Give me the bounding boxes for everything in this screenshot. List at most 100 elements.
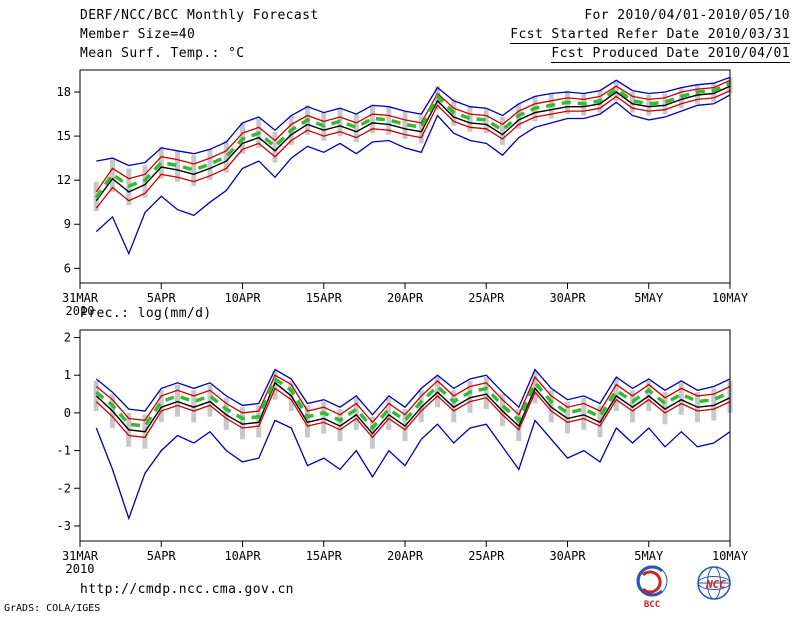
temperature-chart: 6 9 12 15 18 31MAR 5APR 10APR 15APR 20APR 25APR 30A… (57, 69, 749, 316)
x-tick-label: 31MAR (62, 291, 99, 305)
spread-bar (223, 140, 229, 173)
spread-bar (581, 397, 587, 430)
spread-bar (613, 80, 619, 101)
spread-bar (418, 115, 424, 144)
x-tick-label: 31MAR (62, 549, 99, 563)
spread-bar (175, 150, 180, 182)
x-tick-label: 15APR (306, 549, 343, 563)
y-tick-label: 2 (64, 331, 71, 345)
spread-bar (353, 397, 359, 430)
y-tick-label: 15 (57, 129, 71, 143)
upper-quartile-line (95, 374, 731, 424)
spread-bar (386, 106, 392, 135)
lower-quartile-line (95, 387, 731, 439)
spread-bar (613, 378, 619, 412)
produced-date-label: Fcst Produced Date 2010/04/01 (551, 46, 790, 63)
spread-bar (646, 94, 652, 116)
footer-logos: BCC NCC (630, 564, 738, 610)
spread-bar (630, 390, 635, 423)
spread-bar (110, 159, 115, 192)
spread-bar (175, 384, 180, 417)
x-tick-label: 25APR (468, 549, 505, 563)
y-tick-label: 12 (57, 173, 71, 187)
spread-bar (630, 92, 635, 113)
spread-bar (402, 111, 408, 140)
spread-bar (711, 388, 717, 421)
x-tick-label: 30APR (549, 549, 586, 563)
spread-bar (191, 390, 197, 423)
refer-date-label: Fcst Started Refer Date 2010/03/31 (510, 27, 790, 44)
x-tick-label: 10APR (224, 549, 261, 563)
y-tick-label: -1 (57, 444, 71, 458)
ncc-logo-label: NCC (705, 578, 726, 591)
x-tick-label: 10MAY (712, 549, 749, 563)
x-tick-label: 25APR (468, 291, 505, 305)
spread-bar (272, 131, 278, 163)
ensemble-max-line (96, 76, 731, 167)
x-tick-label: 15APR (306, 291, 343, 305)
y-tick-label: -2 (57, 481, 71, 495)
source-url: http://cmdp.ncc.cma.gov.cn (80, 582, 294, 597)
x-tick-label: 20APR (387, 291, 424, 305)
plot-title: DERF/NCC/BCC Monthly Forecast (80, 8, 319, 23)
spread-bar (467, 380, 473, 413)
ensemble-mean-line (94, 81, 731, 199)
spread-bar (353, 114, 359, 142)
spread-bar (240, 407, 245, 440)
x-tick-label: 5MAY (634, 549, 664, 563)
x-axis-year-label: 2010 (66, 562, 95, 574)
ensemble-min-line (95, 419, 731, 521)
precipitation-chart: -3 -2 -1 0 1 2 31MAR 5APR 10APR 15APR 20APR 25APR 30… (57, 329, 749, 574)
spread-bar (467, 106, 473, 132)
spread-bar (93, 380, 99, 412)
spread-bar (337, 409, 343, 442)
spread-bar (370, 105, 375, 134)
prec-chart-title: Prec.: log(mm/d) (80, 306, 212, 321)
spread-bar (223, 397, 229, 430)
upper-quartile-line (95, 79, 731, 193)
control-run-line (95, 381, 731, 435)
x-tick-label: 10APR (224, 291, 261, 305)
y-tick-label: 0 (64, 406, 71, 420)
x-tick-label: 30APR (549, 291, 586, 305)
header-row-2: Member Size=40 Fcst Started Refer Date 2… (80, 27, 790, 44)
bcc-logo-label: BCC (644, 600, 660, 610)
spread-bar (678, 382, 684, 415)
spread-bar (662, 93, 668, 115)
spread-bar (191, 155, 197, 187)
header-row-1: DERF/NCC/BCC Monthly Forecast For 2010/0… (80, 8, 790, 23)
y-tick-label: 9 (64, 217, 71, 231)
ensemble-max-line (95, 368, 731, 416)
ncc-logo: NCC (697, 566, 731, 600)
x-tick-label: 20APR (387, 549, 424, 563)
x-tick-label: 5APR (147, 291, 177, 305)
lower-quartile-line (95, 90, 731, 209)
member-size-label: Member Size=40 (80, 27, 196, 42)
spread-bar (695, 84, 700, 104)
y-tick-label: 6 (64, 261, 71, 275)
x-axis-year-label: 2010 (66, 304, 95, 316)
spread-bar (565, 401, 570, 434)
spread-bar (272, 371, 278, 400)
forecast-range: For 2010/04/01-2010/05/10 (584, 8, 790, 23)
y-tick-label: 18 (57, 85, 71, 99)
ensemble-mean-line (95, 376, 731, 431)
spread-bar (321, 401, 327, 434)
grads-credit: GrADS: COLA/IGES (4, 603, 101, 614)
spread-bar (207, 149, 213, 181)
x-tick-label: 10MAY (712, 291, 749, 305)
y-tick-label: 1 (64, 368, 71, 382)
spread-bar (483, 108, 489, 134)
header-row-3: Mean Surf. Temp.: °C Fcst Produced Date … (80, 46, 790, 63)
spread-bar (483, 377, 489, 410)
y-tick-label: -3 (57, 519, 71, 533)
spread-bar (158, 146, 164, 179)
spread-bar (386, 397, 392, 430)
ensemble-min-line (95, 94, 731, 256)
x-tick-label: 5APR (147, 549, 177, 563)
x-tick-label: 5MAY (634, 291, 664, 305)
temp-chart-title: Mean Surf. Temp.: °C (80, 46, 245, 61)
spread-bar (158, 390, 164, 423)
spread-bar (662, 392, 668, 425)
